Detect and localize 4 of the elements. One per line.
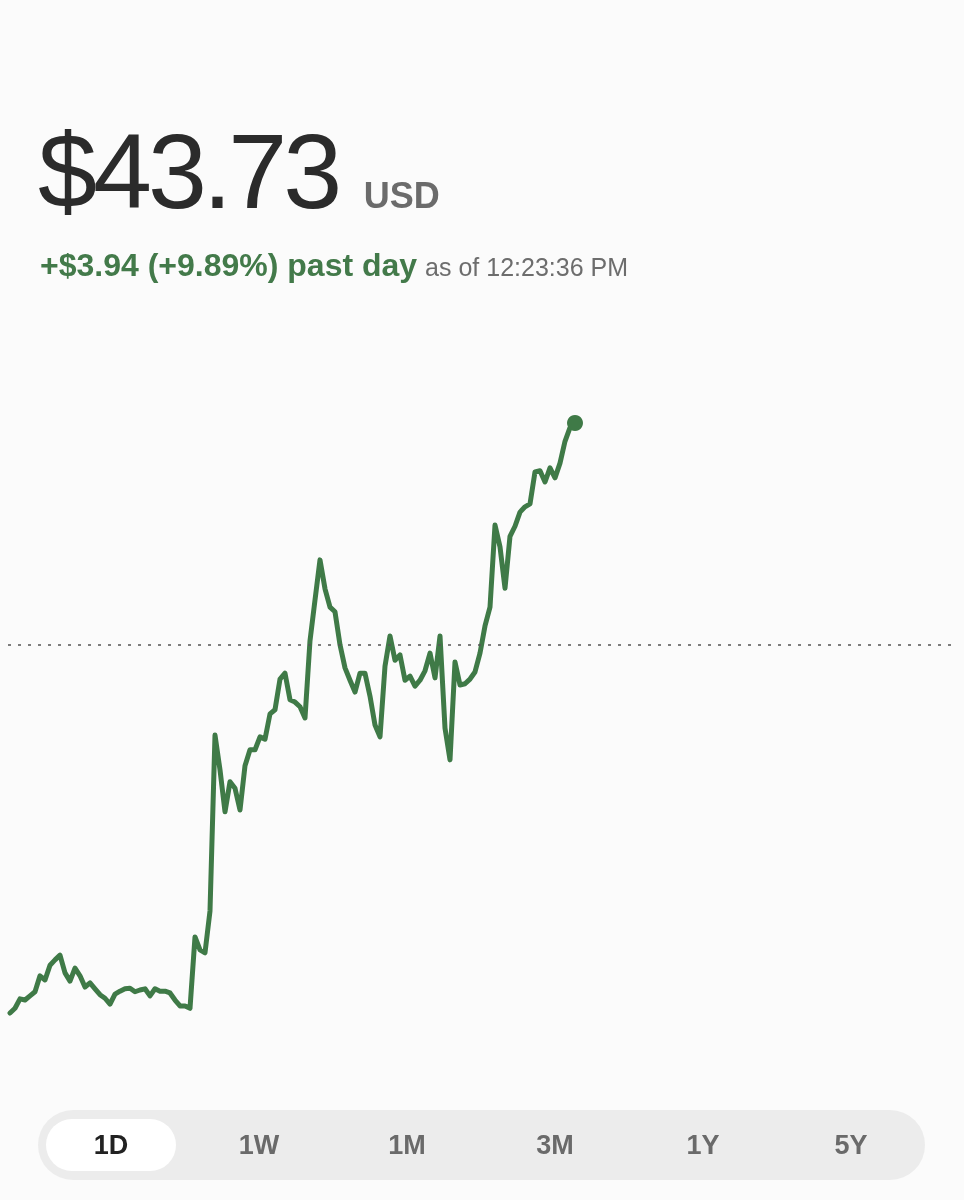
text: as of 12:23:36 PM	[425, 253, 629, 281]
time-range-selector: 1D 1W 1M 3M 1Y 5Y	[38, 1110, 925, 1180]
chart-title: $43.73 USD	[38, 112, 440, 230]
chart-subtitle: +$3.94 (+9.89%) past day	[40, 247, 418, 283]
